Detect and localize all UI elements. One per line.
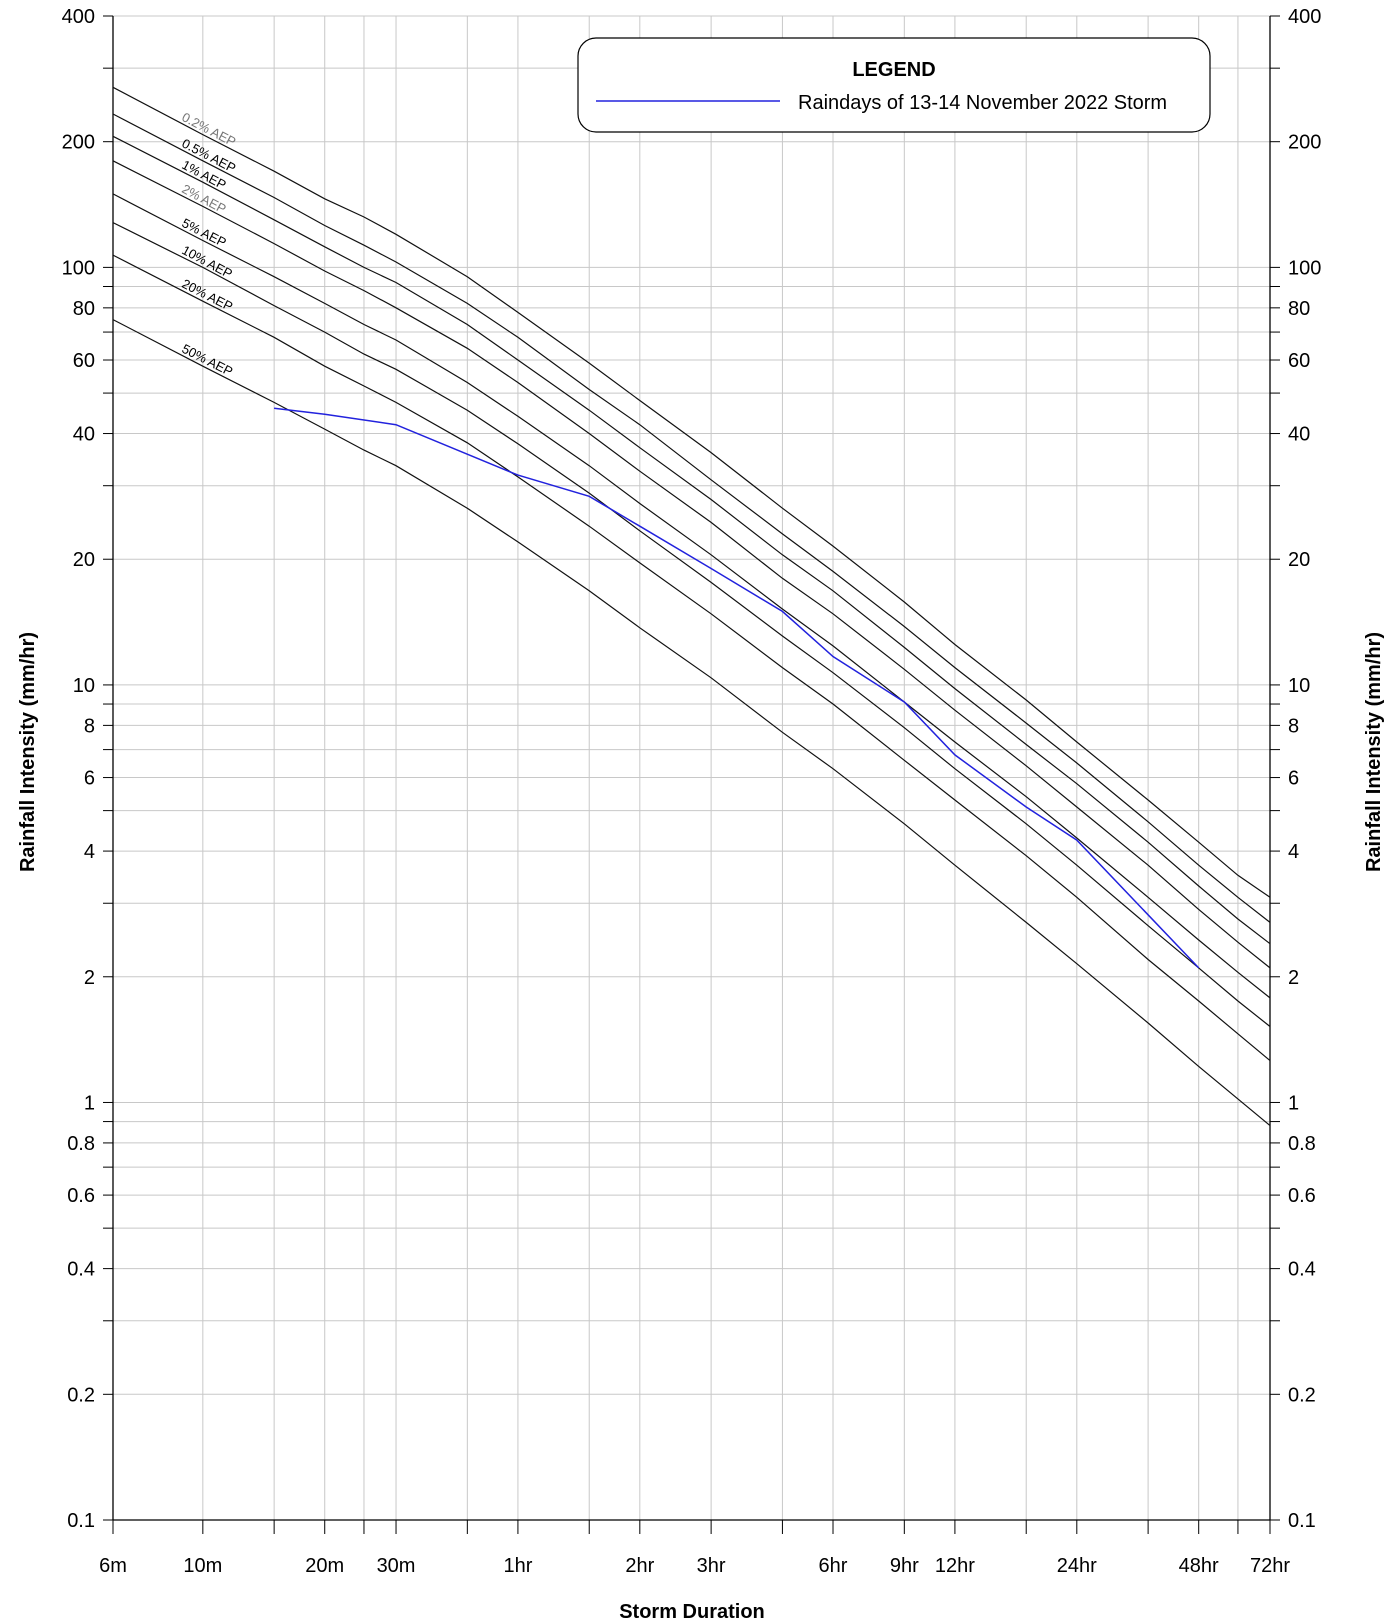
x-tick-label: 2hr [625,1555,654,1577]
y-tick-label-right: 0.6 [1288,1185,1316,1207]
y-tick-labels-left: 0.1 0.2 0.4 0.6 0.8 1 2 4 6 8 10 20 40 60 80 100 200 400 [62,6,95,1532]
aep-curve [112,160,1271,969]
x-tick-label: 6hr [819,1555,848,1577]
y-tick-label-right: 20 [1288,549,1310,571]
x-tick-label: 24hr [1057,1555,1097,1577]
aep-curve [112,86,1271,898]
aep-curves [112,86,1271,1127]
x-tick-label: 30m [377,1555,416,1577]
y-tick-label: 10 [73,675,95,697]
aep-curve [112,113,1271,923]
x-tick-label: 1hr [503,1555,532,1577]
y-tick-label-right: 0.4 [1288,1259,1316,1281]
aep-label: 20% AEP [179,276,235,314]
y-tick-label: 0.8 [67,1133,95,1155]
x-tick-label: 6m [99,1555,127,1577]
y-axis-title-right: Rainfall Intensity (mm/hr) [1363,632,1385,872]
x-tick-label: 3hr [697,1555,726,1577]
y-tick-label-right: 400 [1288,6,1321,28]
y-tick-label-right: 80 [1288,298,1310,320]
y-tick-label: 60 [73,350,95,372]
x-tick-label: 10m [183,1555,222,1577]
y-tick-label-right: 4 [1288,841,1299,863]
aep-curve [112,319,1271,1127]
y-tick-label: 0.1 [67,1510,95,1532]
x-tick-label: 20m [305,1555,344,1577]
aep-curve [112,254,1271,1062]
x-tick-label: 72hr [1250,1555,1290,1577]
y-tick-label: 20 [73,549,95,571]
x-tick-label: 48hr [1179,1555,1219,1577]
y-tick-label: 400 [62,6,95,28]
legend-title: LEGEND [852,59,935,81]
y-tick-label-right: 0.1 [1288,1510,1316,1532]
aep-curve [112,193,1271,999]
y-tick-label: 100 [62,257,95,279]
y-tick-label: 40 [73,424,95,446]
y-tick-label: 2 [84,967,95,989]
y-tick-label: 0.2 [67,1384,95,1406]
y-tick-label-right: 1 [1288,1092,1299,1114]
y-tick-label-right: 200 [1288,132,1321,154]
legend-entry-label: Raindays of 13-14 November 2022 Storm [798,92,1167,114]
y-tick-label: 200 [62,132,95,154]
y-tick-label-right: 2 [1288,967,1299,989]
grid-lines [112,15,1271,1521]
y-tick-label: 1 [84,1092,95,1114]
y-tick-label-right: 10 [1288,675,1310,697]
aep-curve [112,222,1271,1027]
x-tick-labels: 6m 10m 20m 30m 1hr 2hr 3hr 6hr 9hr 12hr 24hr 48hr 72… [99,1555,1290,1577]
x-tick-label: 12hr [935,1555,975,1577]
y-tick-label-right: 6 [1288,768,1299,790]
y-tick-label-right: 0.2 [1288,1384,1316,1406]
y-tick-label-right: 8 [1288,715,1299,737]
y-axis-title-left: Rainfall Intensity (mm/hr) [17,632,39,872]
y-tick-label: 0.4 [67,1259,95,1281]
y-tick-label-right: 40 [1288,424,1310,446]
y-tick-label-right: 0.8 [1288,1133,1316,1155]
y-tick-labels-right: 0.1 0.2 0.4 0.6 0.8 1 2 4 6 8 10 20 40 60 80 100 200 400 [1288,6,1321,1532]
aep-curve [112,135,1271,945]
x-axis-title: Storm Duration [619,1601,765,1623]
legend: LEGEND Raindays of 13-14 November 2022 S… [577,37,1211,133]
y-tick-label: 0.6 [67,1185,95,1207]
storm-line [274,407,1200,969]
y-tick-label: 6 [84,768,95,790]
y-tick-label-right: 100 [1288,257,1321,279]
y-tick-label: 8 [84,715,95,737]
y-tick-label: 4 [84,841,95,863]
legend-box [577,37,1211,133]
y-tick-label: 80 [73,298,95,320]
y-tick-label-right: 60 [1288,350,1310,372]
storm-series [274,407,1200,969]
x-tick-label: 9hr [890,1555,919,1577]
axes [103,15,1280,1534]
